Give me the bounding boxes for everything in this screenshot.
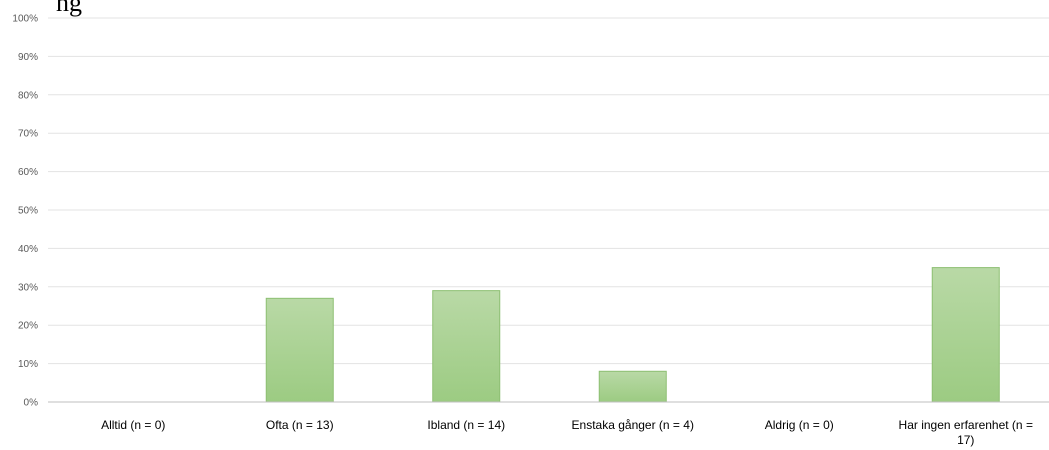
y-tick-label: 100%	[12, 14, 38, 25]
bar	[432, 290, 501, 403]
x-axis-labels: Alltid (n = 0) Ofta (n = 13) Ibland (n = 1…	[101, 418, 1033, 447]
y-tick-label: 60%	[18, 167, 38, 178]
y-tick-label: 50%	[18, 206, 38, 217]
y-tick-label: 80%	[18, 90, 38, 101]
gridlines	[48, 17, 1049, 365]
x-category-label: Aldrig (n = 0)	[765, 418, 834, 432]
bar	[598, 370, 667, 403]
y-tick-label: 70%	[18, 129, 38, 140]
x-category-label: Har ingen erfarenhet (n = 17)	[899, 418, 1033, 447]
y-tick-label: 40%	[18, 244, 38, 255]
bar	[265, 297, 334, 403]
x-category-label: Ofta (n = 13)	[266, 418, 334, 432]
y-tick-label: 30%	[18, 282, 38, 293]
y-tick-label: 10%	[18, 359, 38, 370]
y-tick-label: 0%	[24, 398, 39, 409]
x-category-label: Enstaka gånger (n = 4)	[572, 418, 694, 432]
x-category-label: Alltid (n = 0)	[101, 418, 165, 432]
y-axis-ticks: 0% 10% 20% 30% 40% 50% 60% 70% 80% 90% 100%	[12, 14, 38, 409]
y-tick-label: 20%	[18, 321, 38, 332]
y-tick-label: 90%	[18, 52, 38, 63]
bars	[265, 267, 1000, 403]
x-category-label: Ibland (n = 14)	[427, 418, 505, 432]
bar	[931, 267, 1000, 403]
chart-title-fragment: ng	[56, 0, 82, 17]
